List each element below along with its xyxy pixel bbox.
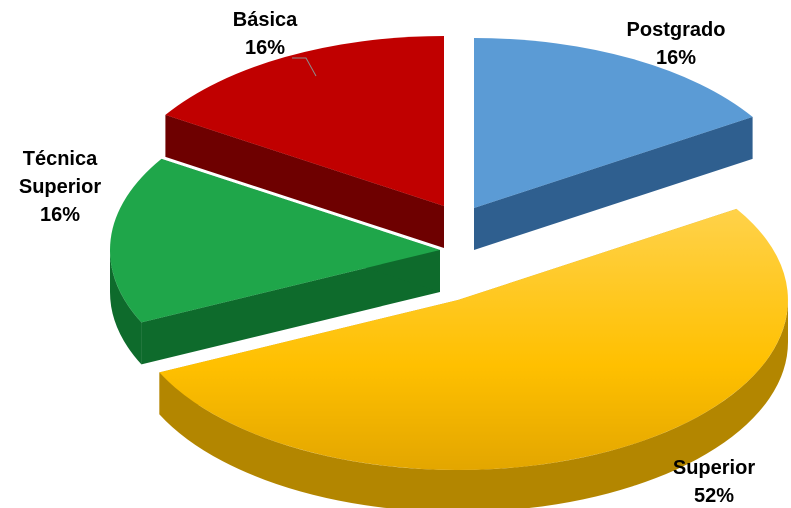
data-label-tecnica-superior: Técnica Superior 16% — [19, 148, 101, 226]
data-label-category: Postgrado — [627, 19, 726, 41]
pie-top-superior — [159, 208, 788, 470]
data-label-basica: Básica 16% — [233, 9, 298, 59]
data-label-value: 16% — [656, 47, 696, 69]
pie-slice-tecnica-superior — [109, 158, 441, 365]
data-label-value: 16% — [245, 37, 285, 59]
basica-leader-line-segment — [292, 57, 317, 77]
pie-slice-basica — [165, 36, 444, 249]
pie-slices — [109, 36, 788, 508]
pie-side-superior — [159, 300, 788, 508]
data-label-superior: Superior 52% — [673, 457, 755, 507]
pie-top-basica — [165, 36, 444, 206]
data-label-category: Superior — [673, 457, 755, 479]
data-label-value: 52% — [694, 485, 734, 507]
pie-cut-face-tecnica-superior — [141, 250, 440, 365]
data-label-category: Básica — [233, 9, 298, 31]
pie-slice-postgrado — [474, 38, 753, 251]
data-label-postgrado: Postgrado 16% — [627, 19, 726, 69]
pie-top-postgrado — [474, 38, 753, 208]
pie-top-tecnica-superior — [109, 158, 441, 323]
pie-side-tecnica-superior — [109, 250, 142, 365]
data-label-category: Superior — [19, 176, 101, 198]
data-label-category: Técnica — [23, 148, 98, 170]
pie-cut-face-basica — [165, 114, 444, 249]
pie-cut-face-postgrado — [474, 116, 753, 251]
pie-slice-superior — [159, 208, 788, 508]
pie-labels: Postgrado 16% Superior 52% Técnica Superior 16… — [19, 9, 755, 507]
data-label-value: 16% — [40, 204, 80, 226]
